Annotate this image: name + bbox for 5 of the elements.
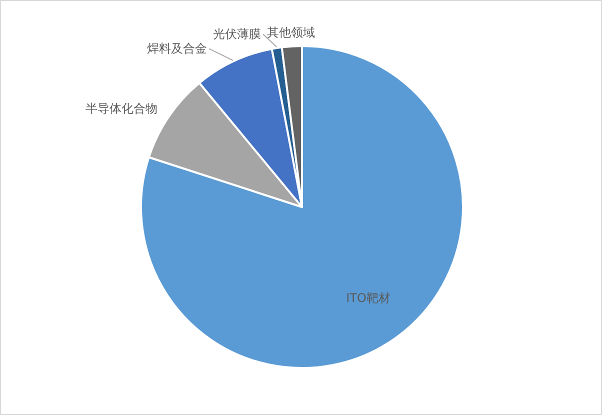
slice-label: 光伏薄膜: [213, 27, 262, 42]
slice-label: 其他领域: [267, 25, 316, 40]
slice-label: 半导体化合物: [85, 102, 158, 116]
slice-label: 焊料及合金: [147, 42, 208, 56]
slice-label: ITO靶材: [346, 291, 390, 306]
